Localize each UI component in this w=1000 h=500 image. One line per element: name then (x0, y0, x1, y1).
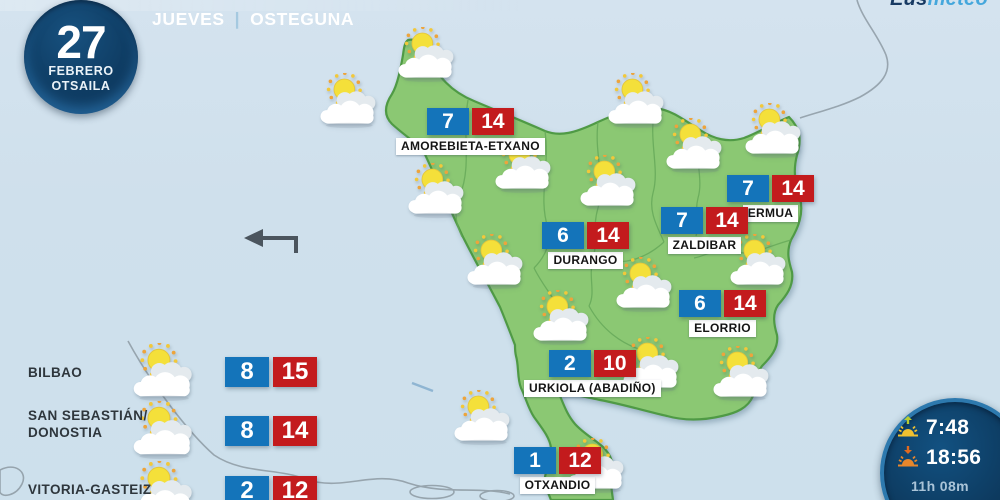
marker-zaldibar: 7 14 ZALDIBAR (661, 207, 748, 254)
marker-urkiola-abadino: 2 10 URKIOLA (ABADIÑO) (524, 350, 661, 397)
city-name: VITORIA-GASTEIZ (28, 481, 178, 498)
sun-behind-clouds-icon (608, 73, 664, 129)
sunset-time: 18:56 (926, 446, 982, 469)
date-month-eu: OTSAILA (51, 79, 111, 93)
sunrise-icon (898, 416, 918, 437)
sunrise-time: 7:48 (926, 416, 970, 439)
header-bar (0, 0, 870, 38)
max-temp: 14 (273, 416, 317, 446)
daylight-duration: 11h 08m (910, 478, 970, 494)
max-temp: 12 (559, 447, 601, 474)
city-name-line: BILBAO (28, 365, 83, 380)
city-name-line: SAN SEBASTIÁN/ (28, 408, 148, 423)
sun-behind-clouds-icon (745, 103, 801, 159)
max-temp: 14 (772, 175, 814, 202)
min-temp: 7 (661, 207, 703, 234)
min-temp: 2 (548, 350, 591, 377)
min-temp: 8 (225, 416, 269, 446)
marker-ermua: 7 14 ERMUA (727, 175, 814, 222)
town-label: AMOREBIETA-ETXANO (396, 138, 545, 155)
sun-behind-clouds-icon (454, 390, 510, 446)
min-temp: 7 (426, 108, 469, 135)
town-label: ERMUA (742, 205, 799, 222)
min-temp: 6 (679, 290, 721, 317)
weekday-es: JUEVES (152, 8, 225, 29)
max-temp: 14 (471, 108, 514, 135)
logo-part1: Eus (890, 0, 928, 10)
date-month-es: FEBRERO (48, 64, 114, 78)
city-name: BILBAO (28, 364, 178, 381)
town-label: URKIOLA (ABADIÑO) (524, 380, 661, 397)
town-label: DURANGO (548, 252, 623, 269)
marker-elorrio: 6 14 ELORRIO (679, 290, 766, 337)
marker-durango: 6 14 DURANGO (542, 222, 629, 269)
min-temp: 7 (727, 175, 769, 202)
max-temp: 14 (587, 222, 629, 249)
header-bar-gloss (0, 0, 522, 11)
weekday-separator: | (234, 8, 241, 29)
city-name: SAN SEBASTIÁN/ DONOSTIA (28, 407, 178, 441)
max-temp: 15 (273, 357, 317, 387)
station-logo: Eusmeteo (890, 0, 988, 11)
river-mark (411, 381, 434, 393)
town-label: OTXANDIO (519, 477, 596, 494)
date-badge: 27 FEBRERO OTSAILA (24, 0, 138, 114)
town-label: ZALDIBAR (667, 237, 742, 254)
header-weekday: JUEVES | OSTEGUNA (152, 0, 354, 38)
min-temp: 6 (542, 222, 584, 249)
town-label: ELORRIO (689, 320, 756, 337)
min-temp: 1 (514, 447, 556, 474)
date-day-number: 27 (56, 16, 106, 68)
max-temp: 12 (273, 476, 317, 500)
max-temp: 10 (593, 350, 636, 377)
west-arrow-icon (244, 229, 298, 253)
max-temp: 14 (724, 290, 766, 317)
logo-part2: meteo (928, 0, 988, 10)
marker-amorebieta-etxano: 7 14 AMOREBIETA-ETXANO (396, 108, 545, 155)
max-temp: 14 (706, 207, 748, 234)
min-temp: 2 (225, 476, 269, 500)
min-temp: 8 (225, 357, 269, 387)
marker-otxandio: 1 12 OTXANDIO (514, 447, 601, 494)
sunset-icon (898, 446, 918, 467)
weekday-eu: OSTEGUNA (250, 8, 355, 29)
city-name-line: VITORIA-GASTEIZ (28, 482, 152, 497)
sun-behind-clouds-icon (320, 73, 376, 129)
city-name-line: DONOSTIA (28, 425, 103, 440)
